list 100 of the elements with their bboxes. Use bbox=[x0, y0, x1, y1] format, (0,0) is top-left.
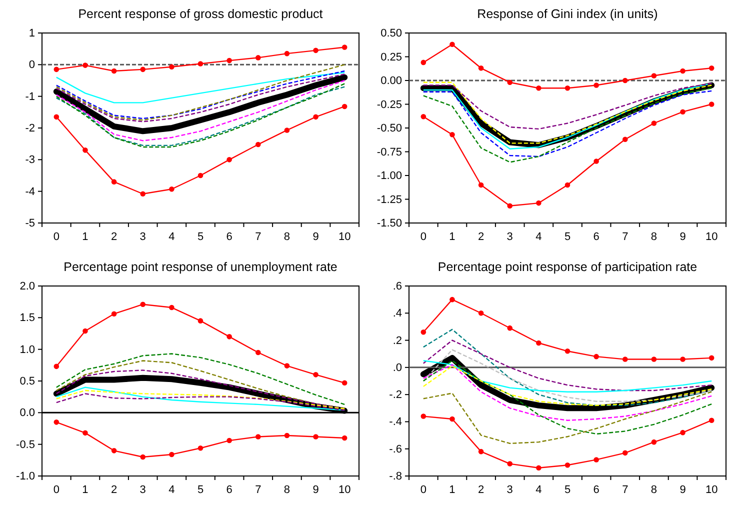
line-series bbox=[422, 364, 712, 421]
point bbox=[169, 186, 174, 192]
x-tick-label: 3 bbox=[140, 230, 146, 243]
x-tick-label: 6 bbox=[226, 230, 232, 243]
y-tick-label: -0.75 bbox=[376, 146, 402, 158]
point bbox=[169, 304, 174, 310]
x-tick-label: 5 bbox=[564, 484, 571, 496]
x-tick-label: 0 bbox=[53, 230, 60, 243]
y-tick-label: 0.25 bbox=[380, 51, 402, 64]
line-series bbox=[422, 365, 712, 406]
chart-title: Percentage point response of unemployment rate bbox=[64, 260, 338, 274]
line-series bbox=[422, 391, 712, 444]
chart-title: Percent response of gross domestic product bbox=[78, 7, 324, 21]
point bbox=[284, 432, 290, 438]
point bbox=[478, 310, 484, 316]
point bbox=[111, 179, 117, 184]
point bbox=[708, 102, 714, 107]
point bbox=[420, 60, 426, 66]
point bbox=[651, 439, 657, 445]
point bbox=[507, 325, 513, 331]
chart-title: Percentage point response of participation rate bbox=[438, 260, 698, 274]
point bbox=[507, 80, 513, 86]
x-tick-label: 2 bbox=[478, 484, 484, 496]
x-tick-label: 5 bbox=[197, 230, 204, 243]
point bbox=[564, 348, 570, 354]
x-tick-label: 3 bbox=[140, 484, 146, 496]
x-tick-label: 8 bbox=[650, 230, 658, 243]
x-tick-label: 9 bbox=[312, 484, 319, 496]
line-series bbox=[422, 340, 712, 392]
point bbox=[450, 132, 455, 138]
point bbox=[140, 66, 146, 72]
point bbox=[708, 418, 714, 423]
x-tick-label: 5 bbox=[564, 230, 571, 243]
chart-title: Response of Gini index (in units) bbox=[477, 7, 658, 21]
point bbox=[226, 58, 232, 64]
point bbox=[82, 148, 88, 153]
y-tick-label: -0.25 bbox=[376, 98, 402, 111]
line-series bbox=[56, 72, 346, 104]
x-tick-label: 6 bbox=[593, 230, 600, 243]
point bbox=[198, 318, 204, 324]
point bbox=[111, 68, 117, 74]
point bbox=[198, 445, 204, 451]
point bbox=[536, 200, 542, 206]
point bbox=[680, 430, 686, 436]
point bbox=[342, 380, 348, 386]
point bbox=[622, 78, 628, 84]
x-tick-label: 2 bbox=[478, 230, 484, 243]
point bbox=[564, 182, 570, 188]
x-tick-label: 7 bbox=[255, 230, 262, 243]
line-series bbox=[422, 82, 712, 130]
point bbox=[420, 330, 426, 335]
point bbox=[342, 435, 348, 441]
line-series bbox=[56, 353, 346, 406]
point bbox=[594, 457, 599, 462]
x-tick-label: 4 bbox=[536, 484, 542, 496]
point bbox=[140, 454, 146, 460]
y-tick-label: -.2 bbox=[389, 389, 402, 402]
x-tick-label: 7 bbox=[622, 230, 628, 243]
point bbox=[507, 461, 513, 466]
x-tick-label: 4 bbox=[168, 484, 175, 496]
y-tick-label: -1 bbox=[25, 90, 35, 103]
point bbox=[140, 302, 146, 308]
y-tick-label: -2 bbox=[25, 122, 35, 135]
point bbox=[284, 128, 290, 133]
y-tick-label: .2 bbox=[392, 334, 402, 347]
y-tick-label: 2.0 bbox=[20, 280, 35, 293]
point bbox=[622, 356, 628, 362]
point bbox=[313, 372, 318, 378]
x-tick-label: 7 bbox=[255, 484, 262, 496]
point bbox=[226, 157, 232, 162]
y-tick-label: -3 bbox=[25, 154, 35, 166]
x-tick-label: 5 bbox=[197, 484, 204, 496]
y-tick-label: 1 bbox=[28, 28, 35, 40]
point bbox=[651, 356, 657, 362]
point bbox=[594, 158, 599, 164]
x-tick-label: 3 bbox=[506, 230, 513, 243]
point bbox=[420, 414, 426, 419]
point bbox=[594, 82, 599, 88]
x-tick-label: 0 bbox=[420, 484, 426, 496]
point bbox=[622, 136, 628, 142]
x-tick-label: 8 bbox=[284, 484, 290, 496]
line-series bbox=[56, 360, 346, 409]
point bbox=[313, 434, 318, 440]
y-tick-label: .4 bbox=[392, 308, 402, 320]
x-tick-label: 6 bbox=[226, 484, 232, 496]
x-tick-label: 10 bbox=[705, 230, 718, 243]
y-tick-label: -.8 bbox=[389, 470, 402, 483]
point bbox=[450, 416, 455, 422]
point bbox=[111, 448, 117, 454]
point bbox=[536, 340, 542, 346]
point bbox=[255, 434, 261, 440]
point bbox=[478, 66, 484, 71]
point bbox=[54, 364, 60, 370]
point bbox=[507, 203, 513, 209]
y-tick-label: .6 bbox=[392, 280, 402, 293]
y-tick-label: -0.50 bbox=[376, 122, 402, 135]
x-tick-label: 10 bbox=[705, 484, 718, 496]
x-tick-label: 0 bbox=[53, 484, 60, 496]
point bbox=[198, 61, 204, 66]
point bbox=[420, 114, 426, 120]
